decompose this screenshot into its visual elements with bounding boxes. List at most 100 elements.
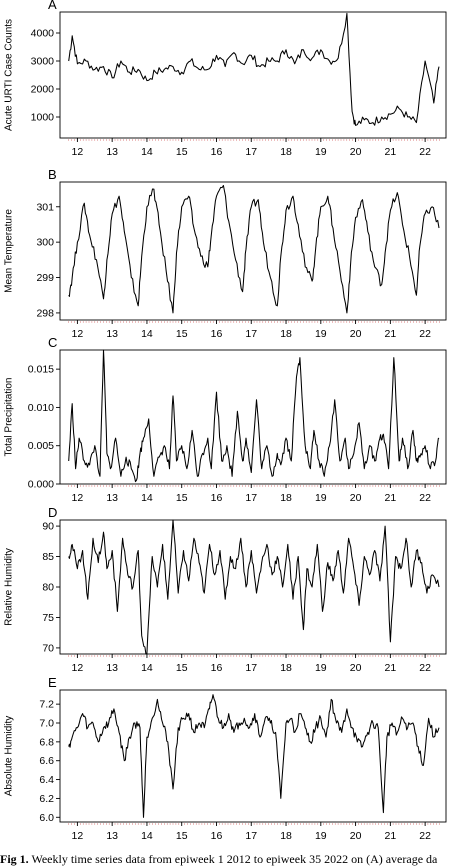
x-tick-label: 22 <box>419 492 431 504</box>
x-tick-label: 21 <box>385 328 397 340</box>
y-tick-label: 6.0 <box>39 812 54 824</box>
caption-text: Weekly time series data from epiweek 1 2… <box>31 852 438 866</box>
panel-d: D 12 13 14 15 16 17 18 19 20 21 22 70 75 80 85 90 Relativ… <box>4 505 447 674</box>
series-line <box>68 349 440 483</box>
x-tick-label: 21 <box>385 146 397 158</box>
x-tick-label: 12 <box>72 830 84 842</box>
x-tick-label: 13 <box>106 830 118 842</box>
y-tick-label: 0.000 <box>28 479 54 491</box>
x-tick-label: 13 <box>106 328 118 340</box>
x-tick-label: 22 <box>419 830 431 842</box>
y-tick-label: 301 <box>36 201 54 213</box>
y-tick-label: 7.0 <box>39 718 54 730</box>
x-tick-label: 16 <box>211 492 223 504</box>
y-axis-label: Mean Temperature <box>4 209 15 293</box>
x-tick-label: 20 <box>350 146 362 158</box>
y-axis-label: Total Precipitation <box>4 378 15 457</box>
caption-label: Fig 1. <box>0 852 29 866</box>
x-tick-label: 17 <box>245 492 257 504</box>
x-tick-label: 14 <box>141 662 153 674</box>
x-tick-label: 19 <box>315 830 327 842</box>
y-tick-label: 6.4 <box>39 774 54 786</box>
y-axis-label: Absolute Humidity <box>4 716 15 797</box>
y-axis-label: Acute URTI Case Counts <box>4 19 15 131</box>
y-axis-label: Relative Humidity <box>4 548 15 626</box>
x-tick-label: 20 <box>350 328 362 340</box>
x-tick-label: 17 <box>245 146 257 158</box>
x-tick-label: 20 <box>350 830 362 842</box>
series-line <box>68 184 440 314</box>
x-tick-label: 20 <box>350 662 362 674</box>
plot-frame <box>59 689 447 823</box>
x-tick-label: 19 <box>315 662 327 674</box>
x-tick-label: 15 <box>176 492 188 504</box>
panel-a: A 12 13 14 15 16 17 18 19 20 21 22 1000 2000 3000 4000 A… <box>4 0 447 158</box>
y-tick-label: 4000 <box>31 28 55 40</box>
y-tick-label: 6.6 <box>39 755 54 767</box>
series-line <box>68 694 440 818</box>
x-tick-label: 16 <box>211 830 223 842</box>
x-tick-label: 14 <box>141 146 153 158</box>
figure-caption: Fig 1. Weekly time series data from epiw… <box>0 852 474 866</box>
x-tick-label: 15 <box>176 830 188 842</box>
x-tick-label: 19 <box>315 328 327 340</box>
x-tick-label: 15 <box>176 146 188 158</box>
x-tick-label: 12 <box>72 328 84 340</box>
x-tick-label: 17 <box>245 328 257 340</box>
x-tick-label: 15 <box>176 662 188 674</box>
x-tick-label: 22 <box>419 328 431 340</box>
y-tick-label: 7.2 <box>39 699 54 711</box>
x-tick-label: 22 <box>419 146 431 158</box>
y-tick-label: 299 <box>36 272 54 284</box>
series-line <box>68 519 440 655</box>
y-tick-label: 75 <box>42 612 54 624</box>
x-tick-label: 12 <box>72 662 84 674</box>
panel-c: C 12 13 14 15 16 17 18 19 20 21 22 0.000 0.005 0.010 0.… <box>4 335 447 504</box>
x-tick-label: 14 <box>141 328 153 340</box>
y-tick-label: 298 <box>36 307 54 319</box>
x-tick-label: 13 <box>106 492 118 504</box>
x-tick-label: 13 <box>106 146 118 158</box>
panel-letter: D <box>48 505 57 520</box>
y-tick-label: 0.015 <box>28 364 54 376</box>
y-tick-label: 90 <box>42 521 54 533</box>
y-tick-label: 6.2 <box>39 793 54 805</box>
panel-letter: C <box>48 335 57 350</box>
x-tick-label: 18 <box>280 662 292 674</box>
x-tick-label: 21 <box>385 662 397 674</box>
y-tick-label: 1000 <box>31 112 55 124</box>
plot-frame <box>59 11 447 139</box>
x-tick-label: 17 <box>245 830 257 842</box>
x-tick-label: 18 <box>280 492 292 504</box>
plot-frame <box>59 349 447 485</box>
plot-frame <box>59 181 447 321</box>
y-tick-label: 85 <box>42 551 54 563</box>
x-tick-label: 13 <box>106 662 118 674</box>
x-tick-label: 16 <box>211 328 223 340</box>
x-tick-label: 14 <box>141 492 153 504</box>
x-tick-label: 18 <box>280 830 292 842</box>
panel-b: B 12 13 14 15 16 17 18 19 20 21 22 298 299 300 301 Mean … <box>4 167 447 340</box>
x-tick-label: 12 <box>72 146 84 158</box>
panel-e: E 12 13 14 15 16 17 18 19 20 21 22 6.0 6.2 6.4 6.6 6.8 7.… <box>4 675 447 842</box>
y-tick-label: 300 <box>36 237 54 249</box>
x-tick-label: 19 <box>315 146 327 158</box>
y-tick-label: 80 <box>42 582 54 594</box>
x-tick-label: 15 <box>176 328 188 340</box>
y-tick-label: 0.010 <box>28 402 54 414</box>
x-tick-label: 18 <box>280 146 292 158</box>
x-tick-label: 21 <box>385 492 397 504</box>
x-tick-label: 19 <box>315 492 327 504</box>
y-tick-label: 0.005 <box>28 440 54 452</box>
x-tick-label: 12 <box>72 492 84 504</box>
x-tick-label: 20 <box>350 492 362 504</box>
x-tick-label: 21 <box>385 830 397 842</box>
y-tick-label: 6.8 <box>39 736 54 748</box>
panel-letter: E <box>48 675 57 690</box>
x-tick-label: 17 <box>245 662 257 674</box>
y-tick-label: 2000 <box>31 84 55 96</box>
x-tick-label: 18 <box>280 328 292 340</box>
series-line <box>68 12 440 126</box>
panel-letter: A <box>48 0 57 12</box>
